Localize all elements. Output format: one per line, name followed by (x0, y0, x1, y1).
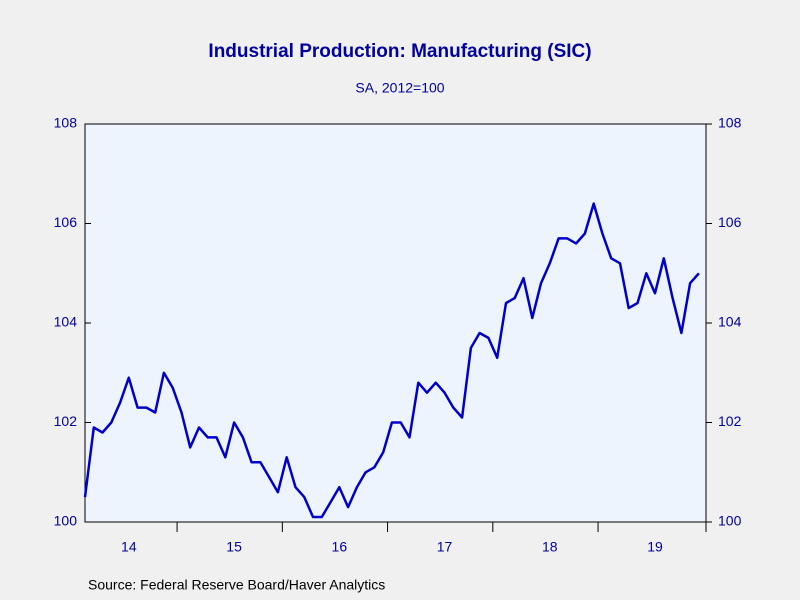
x-tick-label: 19 (647, 539, 663, 555)
y2-tick-label: 100 (718, 513, 742, 529)
plot-area (84, 123, 707, 523)
y-tick-label: 102 (54, 413, 78, 429)
y2-tick-label: 102 (718, 413, 742, 429)
y2-tick-label: 106 (718, 214, 742, 230)
y2-tick-label: 104 (718, 314, 742, 330)
x-tick-label: 15 (226, 539, 242, 555)
x-tick-label: 18 (542, 539, 558, 555)
data-line (83, 202, 700, 519)
x-tick-label: 17 (437, 539, 453, 555)
x-tick-label: 14 (121, 539, 137, 555)
chart-title: Industrial Production: Manufacturing (SI… (208, 41, 591, 62)
chart-subtitle: SA, 2012=100 (355, 80, 444, 96)
y-tick-label: 100 (54, 513, 78, 529)
source-note: Source: Federal Reserve Board/Haver Anal… (88, 577, 385, 593)
y2-tick-label: 108 (718, 115, 742, 131)
y-tick-label: 104 (54, 314, 78, 330)
y-tick-label: 108 (54, 115, 78, 131)
x-tick-label: 16 (332, 539, 348, 555)
y-tick-label: 106 (54, 214, 78, 230)
